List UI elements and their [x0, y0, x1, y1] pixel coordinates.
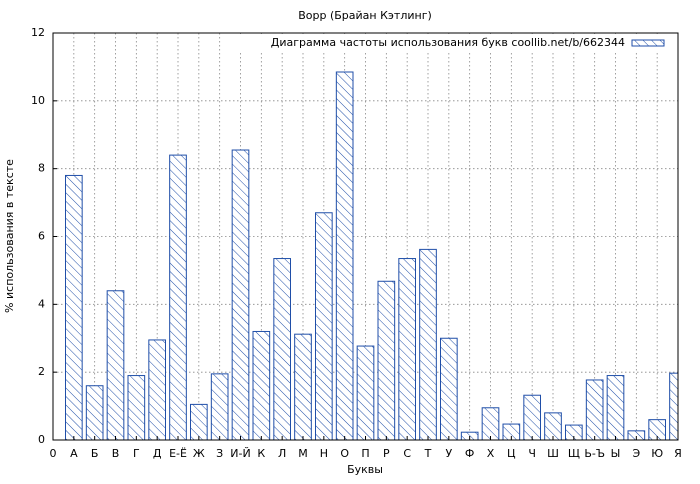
y-tick-label: 6 — [38, 230, 45, 243]
bar — [481, 407, 500, 440]
bar — [127, 375, 146, 440]
bar — [210, 373, 229, 440]
x-tick-label: Ц — [507, 447, 516, 460]
y-tick-label: 2 — [38, 365, 45, 378]
bar — [502, 423, 521, 440]
bar — [335, 71, 354, 440]
x-tick-label: И-Й — [230, 447, 250, 460]
y-tick-label: 8 — [38, 162, 45, 175]
bars — [65, 71, 678, 440]
bar — [669, 372, 678, 440]
bar — [398, 258, 417, 440]
x-tick-label: Я — [674, 447, 682, 460]
x-tick-label: Ы — [611, 447, 621, 460]
x-tick-label: Э — [632, 447, 640, 460]
x-tick-label: Р — [383, 447, 390, 460]
bar — [585, 379, 604, 440]
bar — [231, 149, 250, 440]
bar — [273, 258, 292, 440]
y-tick-label: 12 — [31, 26, 45, 39]
bar — [523, 394, 541, 440]
x-axis-label: Буквы — [347, 463, 383, 476]
bar — [294, 333, 312, 440]
x-tick-label: Ь-Ъ — [584, 447, 605, 460]
legend-label: Диаграмма частоты использования букв coo… — [271, 36, 625, 49]
x-tick-label: Е-Ё — [169, 447, 187, 460]
bar — [356, 345, 375, 440]
bar — [440, 337, 458, 440]
x-tick-label: Щ — [568, 447, 580, 460]
x-tick-label: Л — [278, 447, 286, 460]
x-tick-label: А — [70, 447, 78, 460]
x-tick-label: Ю — [651, 447, 663, 460]
x-tick-label: Ф — [465, 447, 474, 460]
y-tick-label: 4 — [38, 297, 45, 310]
bar — [65, 174, 83, 440]
bar — [544, 412, 562, 440]
bar — [148, 339, 166, 440]
x-tick-label: К — [257, 447, 265, 460]
bar — [315, 212, 333, 440]
bar — [377, 280, 396, 440]
bar — [419, 248, 437, 440]
x-tick-label: 0 — [50, 447, 57, 460]
legend: Диаграмма частоты использования букв coo… — [240, 34, 676, 51]
x-tick-label: Г — [133, 447, 140, 460]
bar — [85, 385, 104, 440]
x-tick-label: М — [298, 447, 308, 460]
bar — [190, 403, 208, 440]
x-tick-label: Д — [153, 447, 162, 460]
legend-swatch — [631, 39, 665, 47]
bar — [252, 330, 271, 440]
legend-background — [240, 34, 676, 51]
y-axis-label: % использования в тексте — [3, 159, 16, 313]
bar — [106, 290, 125, 440]
chart-title: Ворр (Брайан Кэтлинг) — [298, 9, 432, 22]
y-tick-label: 10 — [31, 94, 45, 107]
x-tick-label: Х — [487, 447, 495, 460]
x-tick-label: З — [216, 447, 223, 460]
x-tick-label: У — [445, 447, 452, 460]
x-tick-label: Н — [320, 447, 328, 460]
x-tick-label: О — [340, 447, 349, 460]
y-tick-label: 0 — [38, 433, 45, 446]
x-tick-label: Ч — [528, 447, 536, 460]
x-tick-label: Б — [91, 447, 99, 460]
x-tick-label: Ж — [193, 447, 205, 460]
bar — [169, 154, 187, 440]
x-tick-label: Т — [424, 447, 432, 460]
bar — [606, 375, 625, 440]
x-tick-label: С — [403, 447, 411, 460]
x-tick-label: Ш — [547, 447, 559, 460]
x-tick-label: В — [112, 447, 120, 460]
x-tick-label: П — [361, 447, 369, 460]
